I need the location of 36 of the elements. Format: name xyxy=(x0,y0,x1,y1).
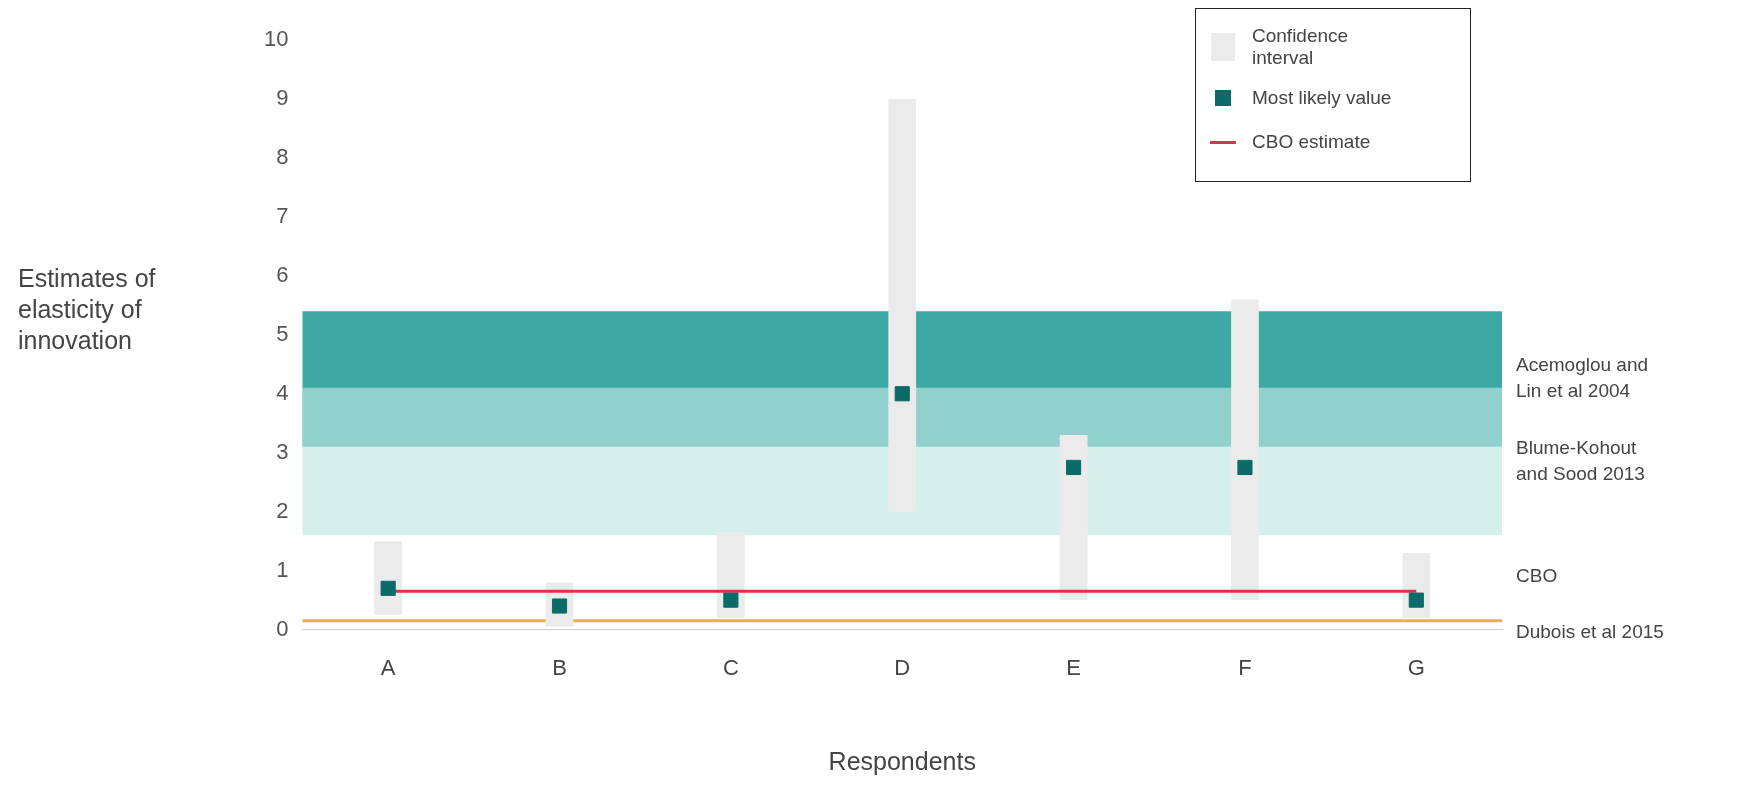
y-tick-label: 8 xyxy=(276,143,289,169)
text: CBO xyxy=(1516,564,1558,586)
x-tick-label: E xyxy=(1066,654,1081,680)
band-label: Blume-Kohout and Sood 2013 xyxy=(1516,436,1645,484)
x-tick-label: C xyxy=(722,654,739,680)
y-tick-label: 4 xyxy=(276,379,289,405)
legend-label: Confidence interval xyxy=(1252,25,1350,69)
ref-line-label: Dubois et al 2015 xyxy=(1516,620,1664,642)
legend-label: CBO estimate xyxy=(1252,131,1372,153)
bar xyxy=(1059,435,1088,601)
y-tick-label: 0 xyxy=(276,615,289,641)
point xyxy=(380,580,396,596)
point xyxy=(1066,459,1082,476)
x-tick-label: B xyxy=(552,654,567,680)
y-tick-label: 5 xyxy=(276,320,289,346)
y-tick-label: 7 xyxy=(276,202,289,228)
x-tick-label: F xyxy=(1238,654,1252,680)
y-tick-label: 3 xyxy=(276,438,289,464)
y-axis-title: Estimates of elasticity of innovation xyxy=(18,264,156,355)
point xyxy=(723,592,739,608)
point xyxy=(1237,459,1253,476)
y-tick-label: 2 xyxy=(276,497,289,523)
bar xyxy=(1231,299,1259,601)
x-tick-label: D xyxy=(894,654,911,680)
y-tick-label: 1 xyxy=(276,556,289,582)
band-label: Acemoglou and Lin et al 2004 xyxy=(1516,354,1649,402)
x-tick-label: A xyxy=(380,654,396,680)
y-tick-label: 6 xyxy=(276,261,289,287)
x-axis-title: Respondents xyxy=(828,746,976,775)
legend-label: Most likely value xyxy=(1252,87,1393,109)
y-tick-label: 10 xyxy=(263,26,289,52)
bar xyxy=(888,98,917,512)
point xyxy=(1408,592,1424,608)
y-tick-label: 9 xyxy=(276,85,289,111)
x-tick-label: G xyxy=(1407,654,1425,680)
point xyxy=(894,386,910,402)
